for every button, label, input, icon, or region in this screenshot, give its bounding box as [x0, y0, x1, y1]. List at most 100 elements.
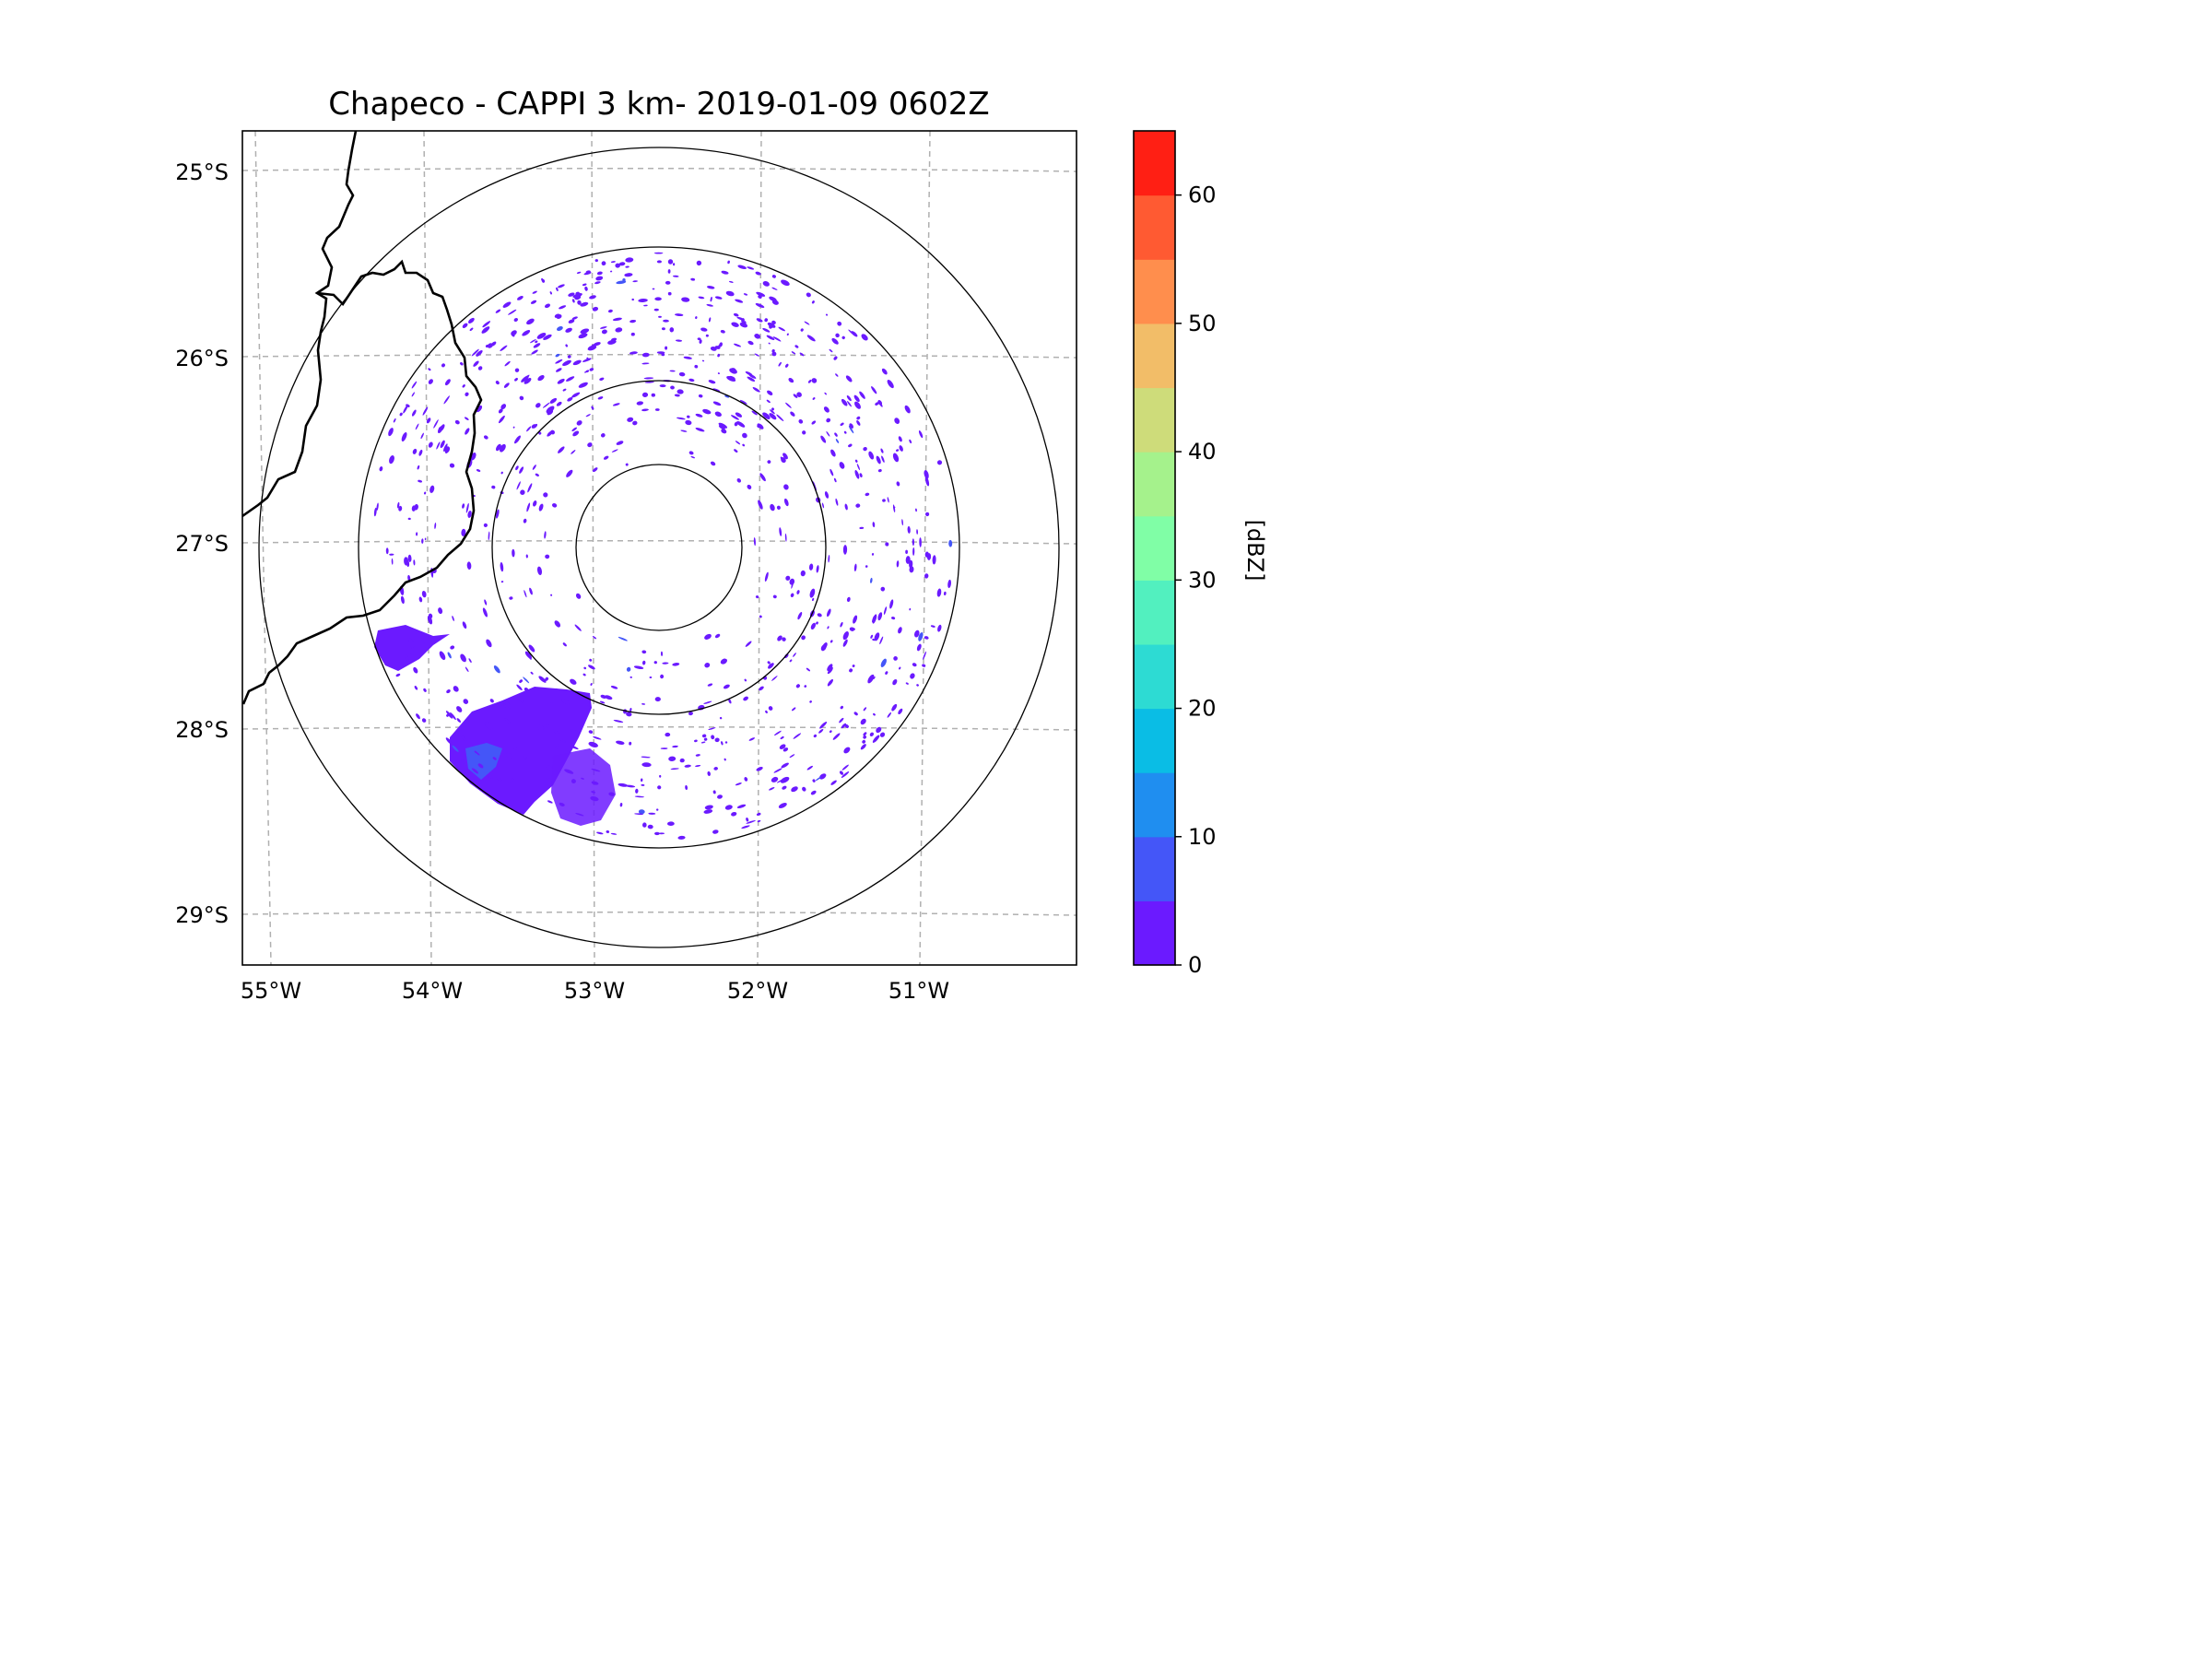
echo-speckle [757, 423, 764, 429]
echo-speckle [721, 429, 727, 434]
echo-speckle [535, 403, 541, 408]
echo-speckle [872, 616, 875, 623]
echo-speckle [674, 394, 680, 397]
echo-speckle [500, 561, 504, 572]
echo-speckle [667, 291, 672, 296]
echo-speckle [891, 703, 898, 712]
echo-speckle [782, 637, 786, 641]
echo-speckle [546, 724, 549, 728]
echo-speckle [418, 596, 423, 603]
echo-speckle [675, 339, 683, 342]
echo-speckle [876, 726, 882, 734]
echo-speckle [567, 396, 573, 402]
echo-speckle [600, 694, 606, 700]
echo-speckle [892, 504, 896, 513]
echo-speckle [423, 491, 427, 495]
echo-speckle [417, 465, 420, 470]
echo-speckle [695, 427, 705, 432]
echo-speckle [672, 263, 676, 266]
echo-speckle [462, 503, 465, 509]
echo-speckle [752, 387, 760, 393]
echo-speckle [830, 640, 833, 643]
echo-speckle [827, 608, 831, 618]
echo-speckle [518, 699, 525, 705]
echo-speckle [629, 708, 632, 712]
echo-speckle [860, 744, 866, 750]
echo-speckle [853, 563, 857, 571]
echo-speckle [930, 625, 935, 628]
echo-speckle [516, 684, 523, 690]
echo-speckle [898, 708, 903, 715]
echo-speckle [743, 293, 748, 296]
echo-speckle [660, 747, 668, 750]
echo-speckle [833, 356, 838, 360]
echo-speckle [528, 644, 535, 653]
echo-speckle [713, 767, 718, 771]
echo-speckle [526, 318, 535, 325]
echo-speckle [880, 658, 887, 667]
colorbar-tick-label-3: 30 [1188, 567, 1217, 593]
echo-speckle [820, 644, 827, 652]
echo-speckle [657, 785, 662, 790]
echo-speckle [818, 728, 824, 734]
echo-speckle [915, 508, 917, 512]
echo-speckle [575, 813, 584, 817]
echo-speckle [769, 296, 777, 302]
echo-speckle [685, 784, 688, 791]
echo-speckle [484, 599, 488, 606]
echo-speckle [840, 705, 843, 710]
echo-speckle [407, 574, 411, 582]
echo-speckle [373, 507, 377, 517]
echo-speckle [562, 388, 567, 392]
echo-speckle [460, 361, 464, 366]
echo-speckle [615, 327, 623, 333]
echo-speckle [584, 286, 588, 291]
echo-speckle [782, 785, 787, 790]
echo-speckle [872, 614, 877, 624]
echo-speckle [865, 492, 870, 497]
echo-speckle [461, 528, 466, 536]
echo-speckle [696, 260, 702, 266]
echo-speckle [500, 581, 504, 583]
echo-speckle [755, 271, 761, 276]
echo-cluster-southwest [450, 687, 592, 815]
echo-speckle [612, 317, 622, 322]
echo-speckle [452, 616, 454, 621]
echo-speckle [500, 345, 508, 352]
echo-speckle [530, 338, 536, 344]
echo-speckle [659, 774, 662, 778]
echo-speckle [806, 292, 811, 298]
echo-speckle [849, 423, 854, 429]
echo-speckle [589, 295, 596, 300]
echo-speckle [882, 499, 886, 502]
radar-echoes [373, 252, 953, 840]
echo-speckle [404, 653, 409, 662]
echo-speckle [411, 392, 415, 397]
colorbar-bin-12 [1134, 131, 1175, 196]
echo-speckle [523, 677, 530, 684]
echo-speckle [685, 419, 692, 426]
echo-speckle [764, 318, 769, 323]
echo-speckle [601, 261, 606, 266]
echo-speckle [636, 401, 643, 406]
echo-speckle [570, 678, 577, 685]
echo-speckle [551, 503, 558, 508]
echo-speckle [379, 466, 383, 472]
echo-speckle [844, 724, 849, 729]
echo-speckle [568, 292, 575, 297]
echo-speckle [735, 782, 742, 786]
echo-speckle [767, 661, 771, 665]
echo-speckle [830, 780, 837, 785]
echo-speckle [488, 531, 490, 541]
echo-speckle [555, 368, 562, 372]
echo-speckle [498, 408, 503, 414]
echo-speckle [819, 773, 827, 780]
echo-speckle [445, 737, 453, 746]
echo-speckle [464, 417, 469, 420]
echo-speckle [466, 561, 472, 570]
echo-speckle [672, 745, 678, 748]
echo-speckle [523, 755, 527, 759]
echo-speckle [793, 653, 796, 657]
echo-speckle [762, 412, 771, 419]
echo-speckle [669, 327, 675, 333]
